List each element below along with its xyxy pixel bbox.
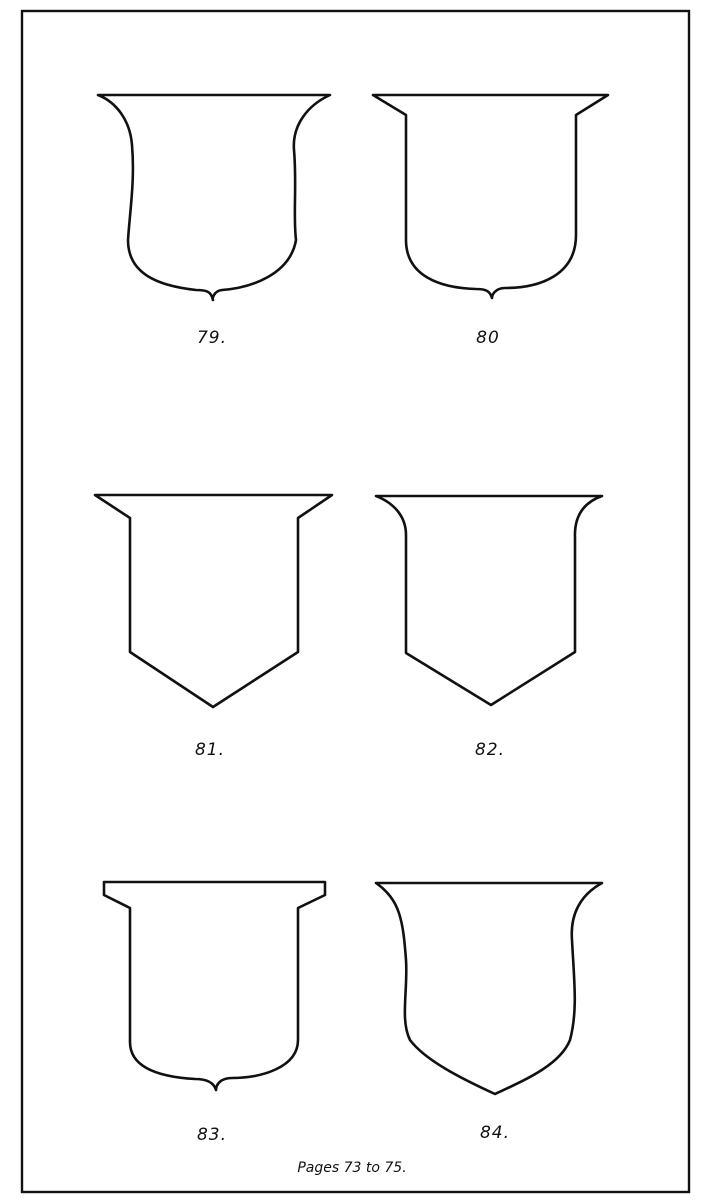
shield-84: [374, 881, 604, 1096]
figure-label-84: 84.: [479, 1123, 511, 1143]
figure-label-83: 83.: [196, 1125, 228, 1145]
figure-label-81: 81.: [194, 740, 226, 760]
shield-82: [374, 494, 604, 707]
shield-81: [93, 493, 334, 709]
shield-83: [102, 880, 327, 1092]
figure-label-79: 79.: [196, 328, 228, 348]
figure-label-82: 82.: [474, 740, 506, 760]
figure-label-80: 80: [476, 328, 500, 348]
plate-caption: Pages 73 to 75.: [297, 1160, 407, 1176]
shield-79: [96, 93, 332, 302]
shield-80: [371, 93, 610, 300]
plate-frame: [20, 9, 691, 1194]
